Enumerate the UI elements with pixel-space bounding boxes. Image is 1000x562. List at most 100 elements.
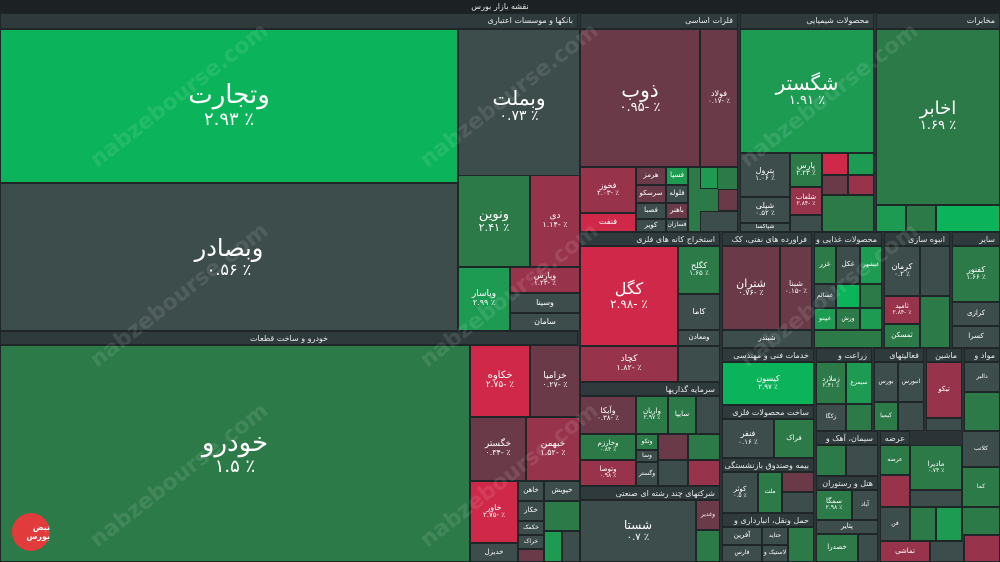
stock-cell-zagka[interactable]: زکگا bbox=[816, 404, 846, 431]
stock-cell-akhaber[interactable]: اخابر ٪ ۱.۶۹ bbox=[876, 29, 1000, 205]
stock-cell-kechad[interactable]: کچاد ٪ -۱.۸۲ bbox=[580, 346, 678, 382]
stock-cell-feraak[interactable]: فراک bbox=[774, 419, 814, 458]
sector-header-bulk[interactable]: انبوه سازی bbox=[884, 232, 950, 246]
stock-cell-khasadra[interactable]: تماشی bbox=[880, 541, 930, 562]
small-tile[interactable] bbox=[788, 527, 814, 562]
small-tile[interactable] bbox=[858, 534, 878, 562]
small-tile[interactable] bbox=[876, 205, 906, 232]
stock-cell-vnovin[interactable]: ونوین ٪ ۲.۴۱ bbox=[458, 175, 530, 267]
stock-cell-fesazan[interactable]: فسازان bbox=[666, 219, 688, 232]
sector-header-other[interactable]: سایر bbox=[952, 232, 1000, 246]
stock-cell-fan[interactable]: فن bbox=[880, 507, 910, 541]
stock-cell-parsc[interactable]: پارس ٪ ۲.۲۳ bbox=[790, 153, 822, 187]
stock-cell-bahonar[interactable]: باهنر bbox=[666, 203, 688, 219]
stock-cell-lastik[interactable]: پتایر bbox=[816, 520, 878, 534]
stock-cell-vkharazm[interactable]: وخارزم ٪ ۰.۸۴ bbox=[580, 434, 636, 460]
stock-cell-hormoz[interactable]: هرمز bbox=[636, 167, 666, 185]
stock-cell-madira[interactable]: مادیرا ٪ ۰.۷۴ bbox=[910, 445, 962, 490]
sector-header-wood[interactable]: ساخت محصولات فلزی bbox=[722, 405, 814, 419]
stock-cell-foolad[interactable]: فولاد ٪ -۰.۱۷ bbox=[700, 29, 738, 167]
small-tile[interactable] bbox=[920, 246, 950, 296]
stock-cell-shabaab[interactable]: شلعاب ٪ -۲.۸۴ bbox=[790, 187, 822, 215]
stock-cell-kegol[interactable]: کگل ٪ -۲.۹۸ bbox=[580, 246, 678, 346]
sector-header-metals[interactable]: فلزات اساسی bbox=[580, 13, 738, 29]
stock-cell-vtejarat[interactable]: وتجارت ٪ ۲.۹۳ bbox=[0, 29, 458, 183]
stock-cell-saman[interactable]: سامان bbox=[510, 313, 580, 331]
stock-cell-sakhab[interactable]: ثامید ٪ -۲.۸۴ bbox=[884, 296, 920, 324]
stock-cell-seraskou[interactable]: سرسکو bbox=[636, 185, 666, 203]
stock-cell-fanafer[interactable]: فنفر ٪ ۰.۱۶ bbox=[722, 419, 774, 458]
stock-cell-dalbir[interactable]: دالبر bbox=[964, 362, 1000, 392]
small-tile[interactable] bbox=[814, 330, 882, 348]
small-tile[interactable] bbox=[846, 445, 878, 476]
sector-header-multi[interactable]: شرکتهای چند رشته ای صنعتی bbox=[580, 486, 720, 500]
small-tile[interactable] bbox=[718, 189, 738, 211]
stock-cell-khpoulad[interactable]: خپویش bbox=[544, 481, 580, 501]
small-tile[interactable] bbox=[822, 195, 874, 232]
sector-header-hotel[interactable]: هتل و رستوران bbox=[816, 476, 878, 490]
small-tile[interactable] bbox=[848, 175, 874, 195]
stock-cell-khgostar[interactable]: خگستر ٪ -۰.۳۴ bbox=[470, 417, 526, 481]
small-tile[interactable] bbox=[658, 460, 688, 486]
stock-cell-vgostar[interactable]: وگستر bbox=[636, 462, 658, 486]
small-tile[interactable] bbox=[936, 205, 1000, 232]
stock-cell-khdizel[interactable]: خدیزل bbox=[470, 543, 518, 562]
stock-cell-kavir[interactable]: کویر bbox=[636, 219, 666, 232]
stock-cell-ghasalam[interactable]: غسالم bbox=[814, 284, 836, 308]
stock-cell-afarin[interactable]: حتاید bbox=[762, 527, 788, 545]
small-tile[interactable] bbox=[926, 418, 962, 431]
small-tile[interactable] bbox=[562, 531, 580, 562]
small-tile[interactable] bbox=[544, 501, 580, 531]
sector-header-chem[interactable]: محصولات شیمیایی bbox=[740, 13, 874, 29]
small-tile[interactable] bbox=[700, 167, 718, 189]
small-tile[interactable] bbox=[822, 175, 848, 195]
small-tile[interactable] bbox=[898, 402, 924, 431]
stock-cell-vbemellat[interactable]: وبملت ٪ ۰.۷۳ bbox=[458, 29, 580, 183]
sector-header-mava[interactable]: مواد و bbox=[964, 348, 1000, 362]
small-tile[interactable] bbox=[964, 535, 1000, 562]
small-tile[interactable] bbox=[544, 531, 562, 562]
stock-cell-saipa[interactable]: سایپا bbox=[668, 396, 696, 434]
stock-cell-ghpino[interactable]: غپینو bbox=[814, 308, 836, 330]
small-tile[interactable] bbox=[860, 284, 882, 308]
sector-header-telecom[interactable]: مخابرات bbox=[876, 13, 1000, 29]
small-tile[interactable] bbox=[658, 434, 688, 460]
stock-cell-vghadir[interactable]: وغدیر bbox=[696, 500, 720, 530]
sector-header-cement[interactable]: سیمان، آهک و bbox=[816, 431, 878, 445]
stock-cell-vsaipa[interactable]: وسا bbox=[636, 450, 658, 462]
stock-cell-kama[interactable]: کاما bbox=[678, 294, 720, 330]
stock-cell-kerman[interactable]: کرمان ٪ ۰.۲ bbox=[884, 246, 920, 296]
small-tile[interactable] bbox=[822, 153, 848, 175]
small-tile[interactable] bbox=[880, 475, 910, 507]
small-tile[interactable] bbox=[678, 346, 720, 382]
stock-cell-ghourds[interactable]: ورش bbox=[836, 308, 860, 330]
stock-cell-shekalla[interactable]: شپاکسا bbox=[740, 223, 790, 232]
stock-cell-kerazi[interactable]: کرازی bbox=[952, 302, 1000, 326]
stock-cell-khbahman[interactable]: خبهمن ٪ -۱.۵۲ bbox=[526, 417, 580, 481]
stock-cell-zob[interactable]: ذوب ٪ -۰.۹۵ bbox=[580, 29, 700, 167]
stock-cell-hekshti[interactable]: آفرین bbox=[722, 527, 762, 545]
stock-cell-khazamia[interactable]: خزامیا ٪ -۰.۲۷ bbox=[530, 345, 580, 417]
stock-cell-fsepa[interactable]: فسپا bbox=[666, 167, 688, 185]
stock-cell-bourse[interactable]: بورس bbox=[874, 362, 898, 402]
stock-cell-kosar[interactable]: کوثر ٪ ۰.۵ bbox=[722, 472, 758, 513]
small-tile[interactable] bbox=[964, 392, 1000, 431]
sector-header-food[interactable]: محصولات غذایی و bbox=[814, 232, 882, 246]
small-tile[interactable] bbox=[688, 434, 720, 460]
stock-cell-vmaaden[interactable]: ومعادن bbox=[678, 330, 720, 346]
sector-header-trans[interactable]: حمل ونقل، انبارداری و bbox=[722, 513, 814, 527]
stock-cell-anborse[interactable]: انبورس bbox=[898, 362, 924, 402]
stock-cell-kalaty[interactable]: کلاتب bbox=[962, 431, 1000, 467]
sector-header-auto[interactable]: خودرو و ساخت قطعات bbox=[0, 331, 578, 345]
sector-header-agri[interactable]: زراعت و bbox=[816, 348, 872, 362]
stock-cell-dey[interactable]: دی ٪ -۱.۱۴ bbox=[530, 175, 580, 267]
stock-cell-melat[interactable]: ملت bbox=[758, 472, 782, 513]
stock-cell-vsina[interactable]: وسینا bbox=[510, 293, 580, 313]
small-tile[interactable] bbox=[518, 549, 544, 562]
stock-cell-pterol[interactable]: پترول ٪ ۱.۰۶ bbox=[740, 153, 790, 197]
stock-cell-tamsazi[interactable] bbox=[930, 541, 964, 562]
stock-cell-folavy[interactable]: فلوله bbox=[666, 185, 688, 203]
stock-cell-vbsader[interactable]: وبصادر ٪ ۰.۵۶ bbox=[0, 183, 458, 331]
sector-header-mach[interactable]: ماشین bbox=[926, 348, 962, 362]
stock-cell-kesra[interactable]: کسرا bbox=[952, 326, 1000, 348]
